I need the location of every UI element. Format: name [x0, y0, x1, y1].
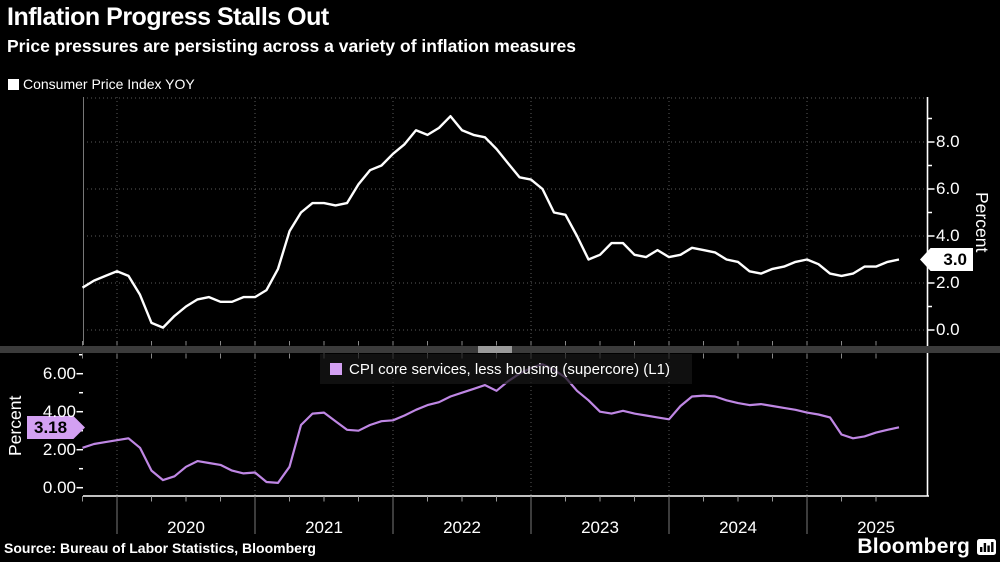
separator-drag-handle[interactable] — [478, 346, 512, 353]
cpi-legend-label: Consumer Price Index YOY — [23, 76, 195, 92]
brand-wordmark: Bloomberg — [857, 535, 970, 558]
x-year-label: 2025 — [857, 518, 895, 537]
brand-logo: Bloomberg — [857, 535, 996, 559]
bottom-axis-title: Percent — [5, 395, 25, 457]
page-subtitle: Price pressures are persisting across a … — [7, 36, 577, 56]
legend-cpi: Consumer Price Index YOY — [8, 76, 195, 92]
cpi-legend-swatch-icon — [8, 78, 19, 90]
y-tick-label: 6.0 — [936, 179, 960, 198]
top-axis-title: Percent — [972, 191, 992, 253]
x-year-label: 2024 — [719, 518, 757, 537]
y-tick-label: 0.00 — [42, 477, 76, 497]
x-year-label: 2020 — [167, 518, 205, 537]
supercore-legend-label: CPI core services, less housing (superco… — [349, 360, 670, 378]
y-tick-label: 2.0 — [936, 273, 960, 292]
y-tick-label: 8.0 — [936, 132, 960, 151]
bloomberg-mark-icon — [977, 539, 996, 555]
y-tick-label: 6.00 — [42, 363, 76, 383]
supercore-last-value-badge: 3.18 — [27, 416, 85, 439]
cpi-last-value-badge: 3.0 — [920, 248, 973, 271]
y-tick-label: 4.00 — [42, 401, 76, 421]
supercore-legend-swatch-icon — [330, 363, 342, 375]
x-year-label: 2023 — [581, 518, 619, 537]
source-note: Source: Bureau of Labor Statistics, Bloo… — [4, 540, 316, 556]
supercore-line-series — [82, 363, 900, 484]
cpi-line-series — [81, 114, 900, 329]
x-year-label: 2022 — [443, 518, 481, 537]
legend-supercore: CPI core services, less housing (superco… — [320, 354, 692, 384]
x-year-label: 2021 — [305, 518, 343, 537]
page-title: Inflation Progress Stalls Out — [7, 3, 329, 31]
y-tick-label: 0.0 — [936, 320, 960, 339]
y-tick-label: 2.00 — [42, 439, 76, 459]
y-tick-label: 4.0 — [936, 226, 960, 245]
